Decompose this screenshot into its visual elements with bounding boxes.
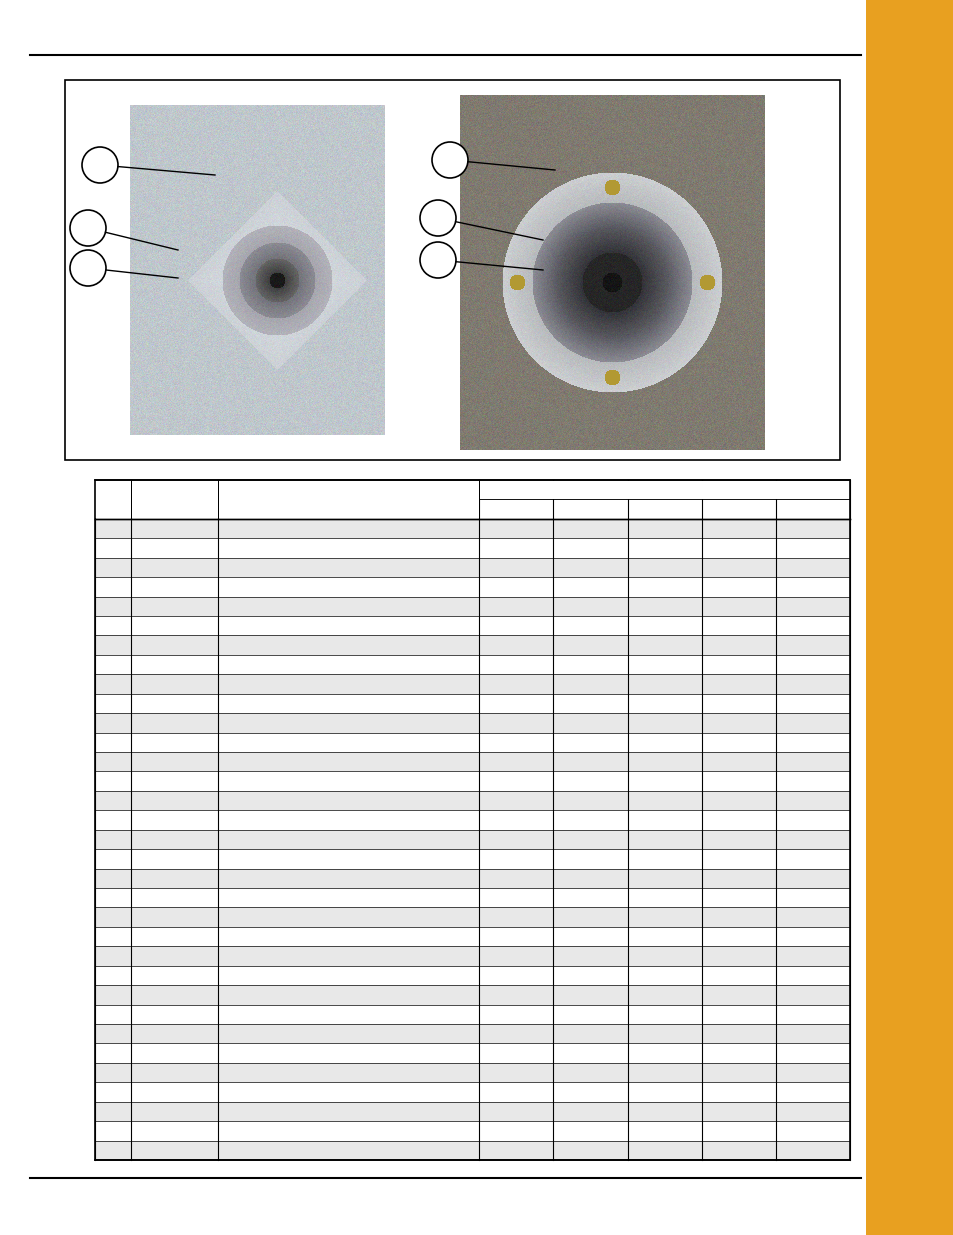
Bar bbox=[95, 519, 849, 538]
Bar bbox=[95, 655, 849, 674]
Bar bbox=[95, 830, 849, 850]
Bar bbox=[95, 888, 849, 908]
Bar bbox=[95, 1004, 849, 1024]
Bar bbox=[95, 1044, 849, 1063]
Bar bbox=[65, 80, 840, 459]
Bar bbox=[95, 597, 849, 616]
Bar bbox=[95, 1082, 849, 1102]
Bar bbox=[132, 480, 217, 519]
Bar bbox=[95, 1102, 849, 1121]
Bar bbox=[95, 694, 849, 713]
Bar bbox=[95, 946, 849, 966]
Bar bbox=[95, 499, 849, 519]
Bar bbox=[95, 732, 849, 752]
Circle shape bbox=[70, 210, 106, 246]
Bar bbox=[95, 713, 849, 732]
Bar bbox=[95, 636, 849, 655]
Bar bbox=[95, 986, 849, 1004]
Circle shape bbox=[432, 142, 468, 178]
Bar bbox=[95, 810, 849, 830]
Bar bbox=[95, 480, 849, 1160]
Bar bbox=[95, 850, 849, 868]
Bar bbox=[95, 616, 849, 636]
Bar bbox=[95, 790, 849, 810]
Bar bbox=[95, 772, 849, 790]
Bar bbox=[95, 1121, 849, 1141]
Bar bbox=[95, 1141, 849, 1160]
Bar bbox=[95, 868, 849, 888]
Bar bbox=[95, 1063, 849, 1082]
Circle shape bbox=[70, 249, 106, 287]
Circle shape bbox=[419, 242, 456, 278]
Bar bbox=[95, 1024, 849, 1044]
Bar bbox=[95, 538, 849, 558]
Bar bbox=[95, 480, 849, 499]
Circle shape bbox=[82, 147, 118, 183]
Bar bbox=[95, 908, 849, 926]
Bar bbox=[218, 480, 478, 519]
Bar bbox=[95, 752, 849, 772]
Bar bbox=[95, 966, 849, 986]
Bar bbox=[95, 480, 131, 519]
Circle shape bbox=[419, 200, 456, 236]
Bar bbox=[95, 926, 849, 946]
Bar bbox=[95, 577, 849, 597]
Bar bbox=[865, 0, 953, 1235]
Bar bbox=[95, 674, 849, 694]
Bar bbox=[95, 558, 849, 577]
Bar bbox=[479, 480, 848, 499]
